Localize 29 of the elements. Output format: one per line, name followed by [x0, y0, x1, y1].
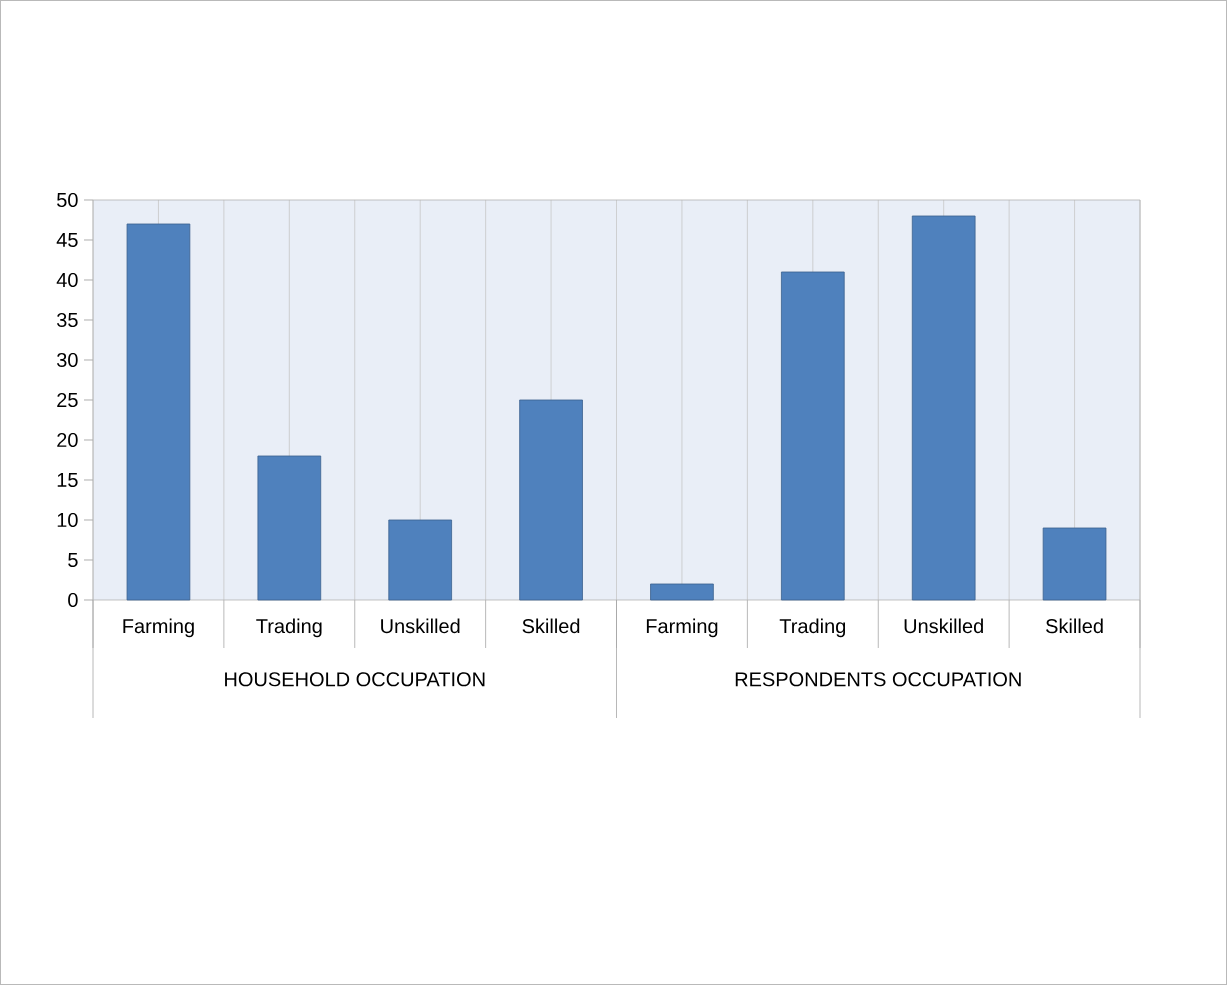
text: HOUSEHOLD OCCUPATION	[225, 672, 485, 687]
y-tick-label: 5	[68, 553, 78, 567]
bar	[650, 583, 714, 601]
bar	[519, 399, 583, 601]
text: RESPONDENTS OCCUPATION	[735, 672, 1021, 687]
y-tick-label: 20	[57, 432, 78, 448]
x-tick-label: Farming	[123, 618, 194, 638]
y-tick-label: 30	[57, 352, 78, 368]
x-tick-label: Skilled	[1046, 618, 1103, 634]
bar	[781, 271, 845, 601]
bar	[911, 215, 976, 601]
y-tick-label: 40	[56, 272, 78, 288]
bar	[257, 455, 322, 601]
bar	[388, 519, 452, 601]
x-tick-label: Trading	[256, 618, 322, 638]
y-tick-label: 0	[68, 592, 78, 608]
y-tick-label: 25	[57, 392, 78, 408]
x-tick-label: Skilled	[522, 618, 580, 634]
y-tick-label: 10	[57, 512, 78, 528]
y-tick-label: 45	[56, 233, 78, 247]
bar	[126, 223, 191, 601]
x-tick-label: Unskilled	[381, 618, 460, 634]
y-tick-label: 50	[57, 192, 78, 208]
bar	[1042, 527, 1107, 601]
y-tick-label: 15	[57, 473, 78, 487]
y-tick-label: 35	[57, 312, 78, 328]
x-tick-label: Unskilled	[904, 618, 983, 634]
x-tick-label: Farming	[646, 618, 718, 638]
x-tick-label: Trading	[779, 618, 846, 638]
